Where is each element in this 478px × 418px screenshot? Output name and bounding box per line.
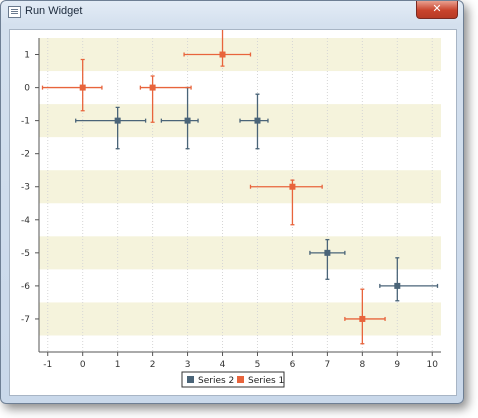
- y-tick-label: -4: [21, 216, 30, 226]
- window-title: Run Widget: [25, 5, 83, 17]
- x-tick-label: 10: [427, 360, 439, 370]
- data-points: [79, 51, 401, 322]
- data-point: [289, 183, 296, 190]
- window-app-icon: [8, 6, 21, 18]
- data-point: [114, 117, 121, 124]
- y-tick-label: 1: [24, 51, 30, 61]
- x-tick-label: 4: [220, 360, 226, 370]
- x-tick-label: 5: [255, 360, 261, 370]
- data-point: [254, 117, 261, 124]
- data-point: [149, 84, 156, 91]
- x-tick-label: 8: [359, 360, 365, 370]
- legend-swatch: [187, 376, 194, 383]
- legend-label: Series 2: [198, 376, 234, 386]
- grid-band: [39, 170, 441, 204]
- x-tick-label: 0: [80, 360, 86, 370]
- data-point: [219, 51, 226, 58]
- x-tick-label: 6: [290, 360, 296, 370]
- x-tick-label: 9: [394, 360, 400, 370]
- legend-swatch: [237, 376, 244, 383]
- y-tick-label: 0: [24, 84, 30, 94]
- title-bar[interactable]: Run Widget ✕: [1, 1, 463, 23]
- x-tick-label: 2: [150, 360, 156, 370]
- grid-band: [39, 236, 441, 270]
- legend-box: [181, 371, 285, 388]
- x-tick-label: -1: [43, 360, 52, 370]
- grid-bands: [39, 38, 441, 336]
- data-point: [79, 84, 86, 91]
- y-tick-label: -2: [21, 150, 30, 160]
- legend: Series 2 Series 1: [181, 371, 285, 388]
- x-tick-label: 7: [325, 360, 331, 370]
- data-point: [184, 117, 191, 124]
- x-tick-label: 3: [185, 360, 191, 370]
- y-tick-label: -1: [21, 117, 30, 127]
- y-tick-label: -5: [21, 249, 30, 259]
- close-button[interactable]: ✕: [416, 1, 458, 19]
- data-point: [359, 315, 366, 322]
- y-tick-label: -6: [21, 282, 30, 292]
- app-window: Run Widget ✕ -1 0 1 2 3 4 5 6 7 8 9 10 1 0 -1 -2 -3 -4 -5-…: [0, 0, 464, 404]
- y-tick-label: -3: [21, 183, 30, 193]
- y-tick-label: -7: [21, 315, 30, 325]
- data-point: [394, 282, 401, 289]
- legend-label: Series 1: [248, 376, 284, 386]
- x-tick-label: 1: [115, 360, 121, 370]
- data-point: [324, 249, 331, 256]
